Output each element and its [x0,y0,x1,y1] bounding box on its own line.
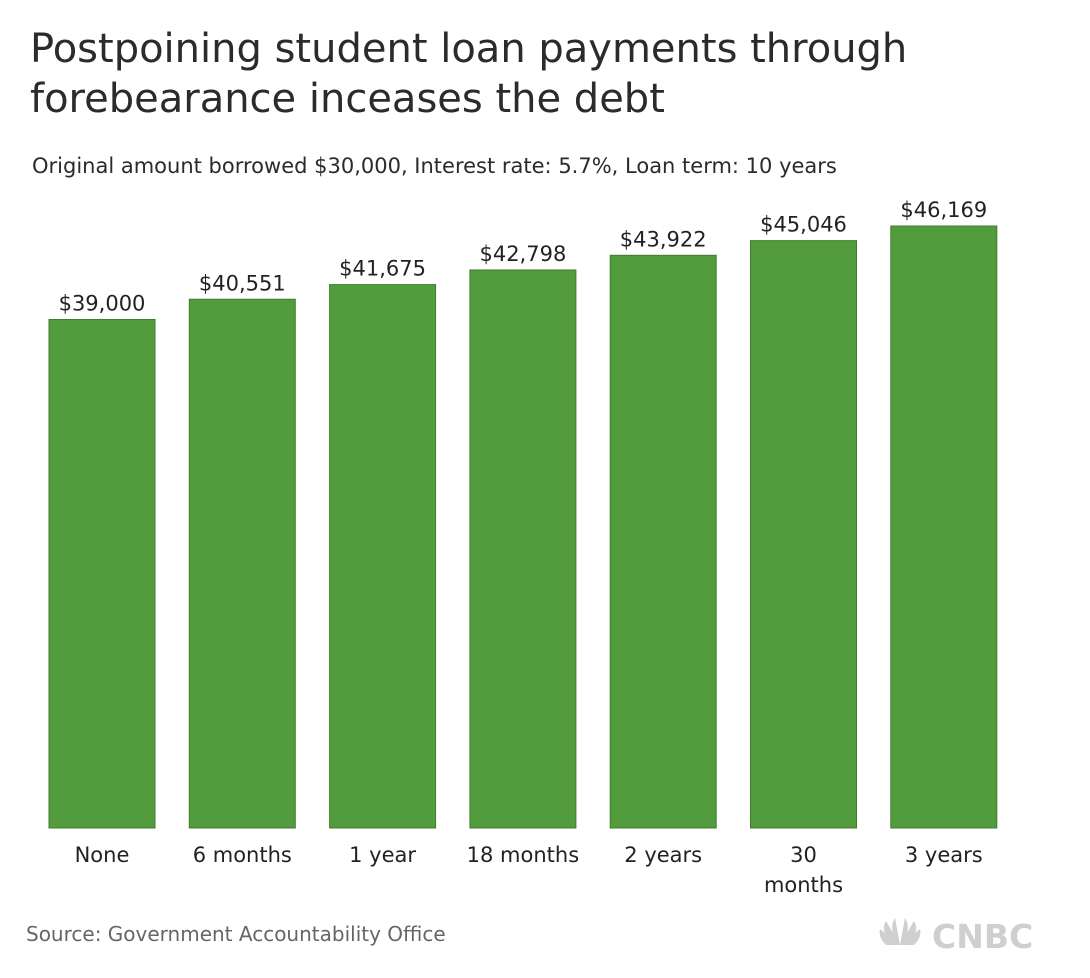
category-label-1: 6 months [193,843,292,867]
category-label-4: 2 years [624,843,702,867]
brand-name: CNBC [932,917,1033,955]
data-label-5: $45,046 [760,213,847,237]
peacock-logo-icon [879,918,921,945]
bar-chart: $39,000 None $40,551 6 months $41,675 1 year $… [48,198,998,897]
data-label-0: $39,000 [59,291,146,315]
data-label-4: $43,922 [620,227,707,251]
data-label-6: $46,169 [900,198,987,222]
category-label-5-line-1: months [764,873,843,897]
category-label-3: 18 months [467,843,580,867]
data-label-2: $41,675 [339,257,426,281]
category-label-0: None [75,843,130,867]
bar-3 [469,269,577,829]
category-label-6: 3 years [905,843,983,867]
data-label-3: $42,798 [479,242,566,266]
bar-5 [750,240,857,829]
category-label-2: 1 year [349,843,416,867]
bar-1 [188,298,296,829]
source-note: Source: Government Accountability Office [26,922,446,946]
bar-6 [890,225,998,829]
chart-title: Postpoining student loan payments throug… [30,26,908,122]
category-label-5-line-0: 30 [790,843,817,867]
chart-subtitle: Original amount borrowed $30,000, Intere… [32,154,837,178]
cnbc-logo: CNBC [879,917,1033,955]
data-label-1: $40,551 [199,271,286,295]
bar-2 [329,284,437,829]
bar-0 [48,318,156,829]
bar-4 [609,254,717,829]
